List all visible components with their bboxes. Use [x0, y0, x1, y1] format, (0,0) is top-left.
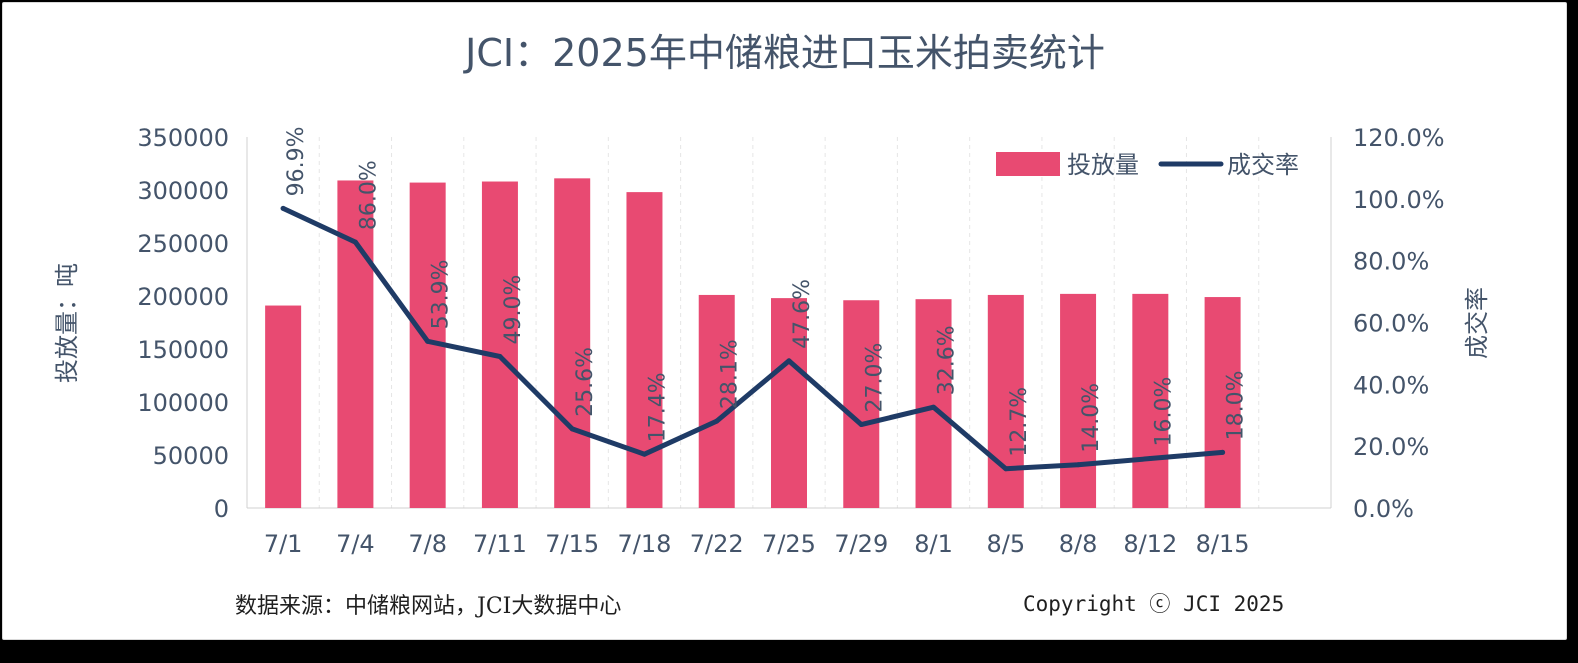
y-tick-label: 350000 — [137, 124, 229, 152]
bar — [481, 181, 518, 508]
rate-data-label: 49.0% — [501, 275, 526, 345]
legend-bar-label: 投放量 — [1067, 151, 1139, 179]
rate-data-label: 14.0% — [1079, 383, 1104, 453]
rate-data-label: 16.0% — [1151, 377, 1176, 447]
y-tick-label: 200000 — [137, 283, 229, 311]
rate-data-label: 53.9% — [429, 259, 454, 329]
y-axis-left: 0 50000 100000 150000 200000 250000 300000 3500… — [137, 124, 229, 523]
copyright-note: Copyright ⓒ JCI 2025 — [1023, 592, 1285, 616]
rate-point — [1003, 466, 1009, 472]
bar — [987, 294, 1024, 508]
data-labels: 96.9% 86.0% 53.9% 49.0% 25.6% 17.4% 28.1% 47.6%… — [284, 127, 1248, 457]
x-tick-label: 7/1 — [264, 530, 303, 558]
x-tick-label: 7/29 — [834, 530, 888, 558]
bar — [265, 305, 302, 508]
rate-point — [858, 422, 864, 428]
y2-tick-label: 20.0% — [1353, 433, 1429, 461]
x-tick-label: 8/8 — [1059, 530, 1098, 558]
legend-bar-swatch — [996, 152, 1060, 176]
y-tick-label: 150000 — [137, 336, 229, 364]
rate-point — [425, 338, 431, 344]
rate-data-label: 12.7% — [1007, 387, 1032, 457]
x-tick-label: 8/1 — [914, 530, 953, 558]
y-tick-label: 0 — [214, 495, 229, 523]
x-tick-label: 7/8 — [408, 530, 447, 558]
rate-point — [641, 451, 647, 457]
rate-data-label: 27.0% — [862, 343, 887, 413]
rate-line — [280, 205, 1226, 472]
rate-data-label: 86.0% — [356, 160, 381, 230]
x-tick-label: 7/11 — [473, 530, 527, 558]
bar — [843, 300, 880, 508]
grid — [246, 137, 1332, 509]
source-note: 数据来源：中储粮网站，JCI大数据中心 — [235, 594, 622, 619]
rate-point — [1075, 462, 1081, 468]
y2-tick-label: 80.0% — [1353, 248, 1429, 276]
bar — [1132, 293, 1169, 508]
bar — [1060, 293, 1097, 508]
rate-point — [1220, 449, 1226, 455]
y-tick-label: 300000 — [137, 177, 229, 205]
rate-data-label: 18.0% — [1224, 370, 1249, 440]
y2-tick-label: 100.0% — [1353, 186, 1445, 214]
y2-tick-label: 60.0% — [1353, 310, 1429, 338]
x-tick-label: 7/18 — [618, 530, 672, 558]
rate-data-label: 32.6% — [935, 325, 960, 395]
bar — [626, 192, 663, 508]
rate-data-label: 47.6% — [790, 279, 815, 349]
legend-line-label: 成交率 — [1227, 151, 1299, 179]
bar — [771, 298, 807, 508]
line-series — [280, 205, 1226, 472]
rate-data-label: 25.6% — [573, 347, 598, 417]
rate-data-label: 28.1% — [718, 339, 743, 409]
legend: 投放量 成交率 — [996, 151, 1299, 179]
y2-tick-label: 120.0% — [1353, 124, 1445, 152]
x-tick-label: 8/12 — [1123, 530, 1177, 558]
bar — [915, 299, 952, 508]
chart-title: JCI：2025年中储粮进口玉米拍卖统计 — [463, 31, 1105, 75]
x-tick-label: 8/15 — [1196, 530, 1250, 558]
rate-point — [931, 404, 937, 410]
y2-axis-title: 成交率 — [1463, 287, 1491, 359]
x-axis: 7/1 7/4 7/8 7/11 7/15 7/18 7/22 7/25 7/29 8/1 8/5 8… — [264, 530, 1250, 558]
y-tick-label: 100000 — [137, 389, 229, 417]
x-tick-label: 7/4 — [336, 530, 375, 558]
bar — [1204, 297, 1241, 508]
x-tick-label: 8/5 — [986, 530, 1025, 558]
rate-data-label: 17.4% — [645, 372, 670, 442]
x-tick-label: 7/25 — [762, 530, 816, 558]
x-tick-label: 7/15 — [545, 530, 599, 558]
bar — [554, 178, 591, 508]
rate-point — [352, 239, 358, 245]
y2-tick-label: 40.0% — [1353, 371, 1429, 399]
y-axis-title: 投放量：吨 — [53, 263, 81, 383]
rate-point — [1147, 456, 1153, 462]
y-tick-label: 50000 — [153, 442, 229, 470]
chart-card: JCI：2025年中储粮进口玉米拍卖统计 96.9% 86.0% 53.9% 49.0… — [2, 2, 1567, 640]
chart-svg: JCI：2025年中储粮进口玉米拍卖统计 96.9% 86.0% 53.9% 49.0… — [53, 31, 1491, 558]
rate-point — [280, 205, 286, 211]
bar — [698, 294, 735, 508]
rate-point — [569, 426, 575, 432]
rate-point — [497, 354, 503, 360]
rate-point — [786, 358, 792, 364]
y2-tick-label: 0.0% — [1353, 495, 1414, 523]
rate-data-label: 96.9% — [284, 127, 309, 197]
y-tick-label: 250000 — [137, 230, 229, 258]
x-tick-label: 7/22 — [690, 530, 744, 558]
y-axis-right: 0.0% 20.0% 40.0% 60.0% 80.0% 100.0% 120.0% — [1353, 124, 1445, 523]
rate-point — [714, 418, 720, 424]
